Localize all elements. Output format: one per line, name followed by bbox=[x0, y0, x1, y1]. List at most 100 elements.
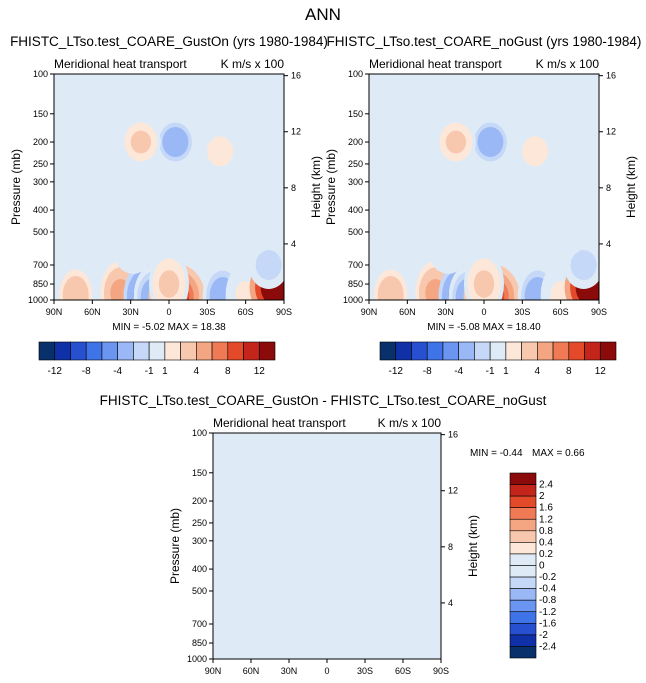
contour-field bbox=[213, 433, 441, 659]
panel-title: FHISTC_LTso.test_COARE_GustOn - FHISTC_L… bbox=[100, 393, 547, 408]
colorbar-label: -0.8 bbox=[539, 595, 557, 606]
y-axis-right-label: Height (km) bbox=[624, 156, 638, 218]
y-tick-label: 300 bbox=[192, 536, 207, 546]
colorbar-3: 2.421.61.20.80.40.20-0.2-0.4-0.8-1.2-1.6… bbox=[509, 472, 557, 659]
contour-region bbox=[369, 433, 382, 659]
contour-region bbox=[65, 281, 86, 300]
y-tick-label: 150 bbox=[192, 468, 207, 478]
colorbar-box bbox=[148, 341, 166, 361]
y-tick-label: 500 bbox=[192, 586, 207, 596]
contour-region bbox=[224, 433, 237, 659]
colorbar-box bbox=[552, 341, 570, 361]
y-tick-label: 300 bbox=[33, 177, 48, 187]
contour-region bbox=[352, 433, 365, 659]
x-tick-label: 60N bbox=[243, 666, 260, 676]
colorbar-label: 1.6 bbox=[539, 503, 553, 514]
y-tick-label: 100 bbox=[33, 69, 48, 79]
y-tick-label: 100 bbox=[348, 69, 363, 79]
y-tick-label: 850 bbox=[192, 638, 207, 648]
colorbar-box bbox=[509, 553, 537, 566]
x-tick-label: 90N bbox=[46, 307, 63, 317]
x-tick-label: 60S bbox=[395, 666, 411, 676]
x-tick-label: 60S bbox=[553, 307, 569, 317]
x-tick-label: 90S bbox=[433, 666, 449, 676]
colorbar-box bbox=[509, 588, 537, 601]
height-tick-label: 12 bbox=[448, 486, 458, 496]
colorbar-box bbox=[70, 341, 87, 361]
colorbar-label: -1 bbox=[145, 366, 154, 377]
height-tick-label: 16 bbox=[448, 430, 458, 440]
contour-field bbox=[369, 74, 599, 300]
y-tick-label: 400 bbox=[33, 205, 48, 215]
contour-region bbox=[241, 220, 263, 244]
colorbar-box bbox=[258, 341, 276, 361]
colorbar-label: -8 bbox=[82, 366, 91, 377]
contour-region bbox=[512, 220, 533, 244]
colorbar-box bbox=[521, 341, 538, 361]
y-tick-label: 500 bbox=[348, 227, 363, 237]
left-string: Meridional heat transport bbox=[213, 416, 346, 430]
colorbar-box bbox=[133, 341, 150, 361]
y-tick-label: 850 bbox=[348, 279, 363, 289]
colorbar-box bbox=[442, 341, 459, 361]
colorbar-box bbox=[243, 341, 260, 361]
height-tick-label: 16 bbox=[291, 71, 301, 81]
colorbar-label: 8 bbox=[225, 366, 231, 377]
contour-region bbox=[473, 270, 495, 298]
y-axis-label: Pressure (mb) bbox=[9, 149, 23, 225]
colorbar-label: -1.2 bbox=[539, 607, 557, 618]
y-tick-label: 150 bbox=[348, 109, 363, 119]
contour-region bbox=[417, 433, 430, 659]
colorbar-box bbox=[509, 646, 537, 659]
y-tick-label: 200 bbox=[192, 496, 207, 506]
colorbar-box bbox=[54, 341, 71, 361]
y-tick-label: 100 bbox=[192, 428, 207, 438]
left-string: Meridional heat transport bbox=[369, 57, 502, 71]
y-tick-label: 150 bbox=[33, 109, 48, 119]
contour-region bbox=[377, 220, 399, 244]
colorbar-box bbox=[509, 495, 537, 508]
y-tick-label: 700 bbox=[33, 260, 48, 270]
max-stat: MAX = 0.66 bbox=[532, 448, 585, 459]
colorbar-1: -12 -8 -4 -1 1 4 8 12 bbox=[38, 341, 276, 377]
height-tick-label: 12 bbox=[606, 127, 616, 137]
colorbar-box bbox=[458, 341, 475, 361]
colorbar-box bbox=[509, 472, 537, 485]
contour-region bbox=[245, 433, 257, 659]
right-string: K m/s x 100 bbox=[536, 57, 600, 71]
min-max-stats: MIN = -5.08 MAX = 18.40 bbox=[427, 322, 541, 333]
y-tick-label: 700 bbox=[348, 260, 363, 270]
y-tick-label: 250 bbox=[348, 159, 363, 169]
colorbar-label: -1.6 bbox=[539, 618, 557, 629]
colorbar-box bbox=[196, 341, 213, 361]
colorbar-box bbox=[509, 542, 537, 555]
colorbar-label: -12 bbox=[48, 366, 63, 377]
colorbar-box bbox=[101, 341, 118, 361]
colorbar-box bbox=[509, 507, 537, 520]
colorbar-label: 2 bbox=[539, 491, 545, 502]
contour-region bbox=[302, 433, 314, 659]
y-tick-label: 250 bbox=[33, 159, 48, 169]
x-tick-label: 0 bbox=[166, 307, 171, 317]
y-tick-label: 850 bbox=[33, 279, 48, 289]
height-tick-label: 8 bbox=[448, 542, 453, 552]
x-tick-label: 60N bbox=[399, 307, 416, 317]
x-tick-label: 90N bbox=[361, 307, 378, 317]
contour-region bbox=[384, 433, 397, 659]
min-stat: MIN = -0.44 bbox=[470, 448, 523, 459]
y-axis-label: Pressure (mb) bbox=[168, 508, 182, 584]
colorbar-label: -4 bbox=[113, 366, 122, 377]
chart-panel-1: FHISTC_LTso.test_COARE_GustOn (yrs 1980-… bbox=[9, 34, 328, 333]
colorbar-box bbox=[509, 484, 537, 497]
x-tick-label: 0 bbox=[481, 307, 486, 317]
height-tick-label: 8 bbox=[291, 183, 296, 193]
contour-region bbox=[62, 220, 84, 244]
colorbar-label: 0.8 bbox=[539, 526, 553, 537]
colorbar-box bbox=[509, 623, 537, 636]
chart-panel-3: FHISTC_LTso.test_COARE_GustOn - FHISTC_L… bbox=[100, 393, 585, 676]
panel-title: FHISTC_LTso.test_COARE_GustOn (yrs 1980-… bbox=[10, 34, 328, 49]
contour-region bbox=[318, 433, 331, 659]
colorbar-box bbox=[509, 599, 537, 613]
colorbar-label: -12 bbox=[389, 366, 404, 377]
